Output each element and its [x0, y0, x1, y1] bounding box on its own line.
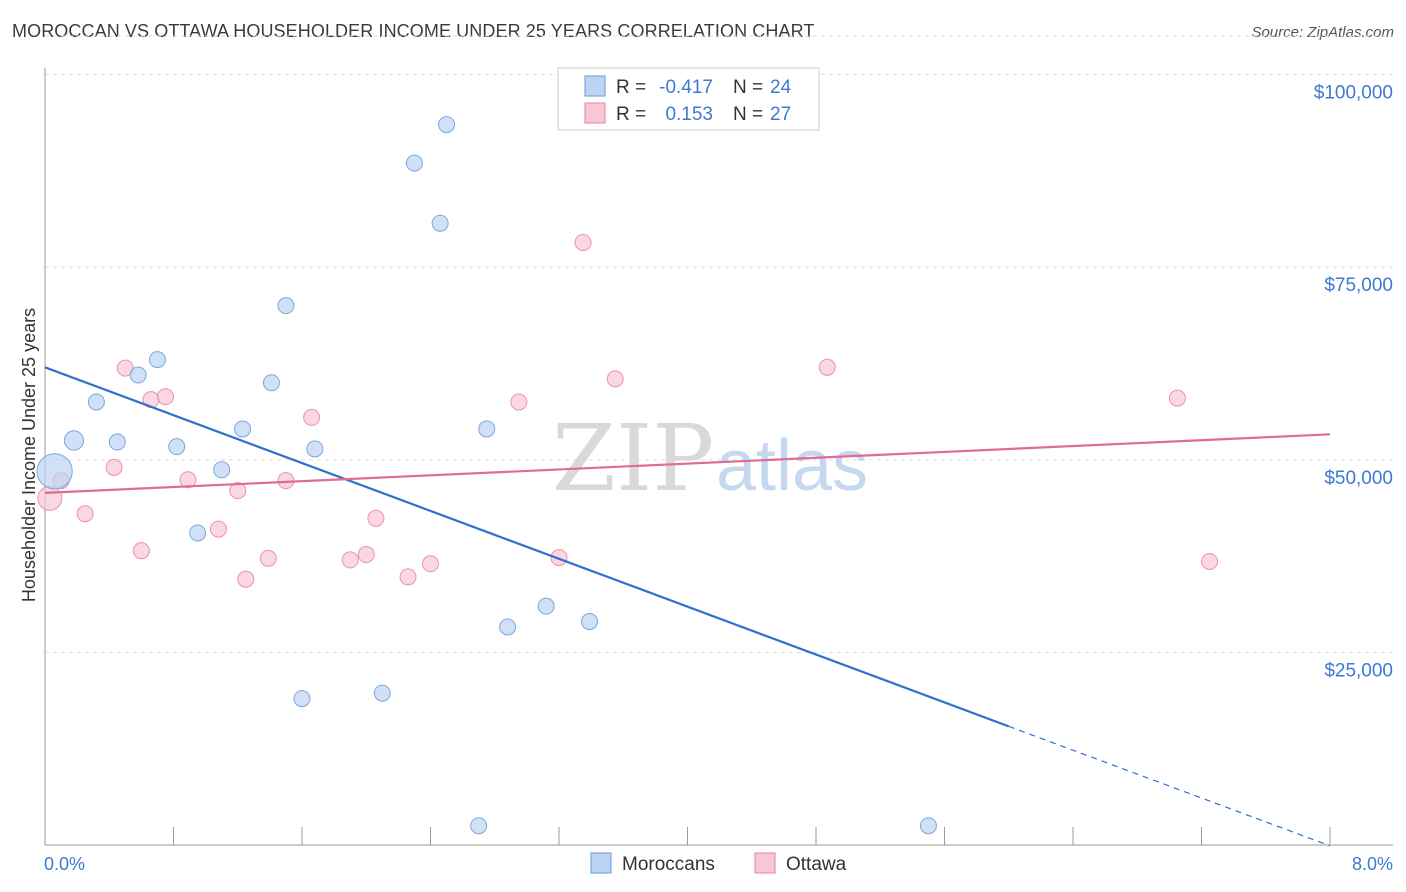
data-point [209, 520, 227, 538]
x-tick-label-start: 0.0% [44, 854, 85, 874]
trend-lines [44, 366, 1331, 847]
data-point [510, 393, 528, 411]
data-point [148, 351, 166, 369]
data-point [262, 374, 280, 392]
moroccans-points [36, 116, 937, 835]
stats-legend-swatch-moroccans [584, 75, 606, 97]
series-legend-label-moroccans: Moroccans [622, 854, 715, 875]
data-point [499, 618, 517, 636]
data-point [132, 542, 150, 560]
data-point [606, 370, 624, 388]
data-point [303, 408, 321, 426]
data-point [574, 233, 592, 251]
stats-r-label-2: R = [616, 104, 646, 125]
data-point [129, 366, 147, 384]
data-point [237, 570, 255, 588]
data-point [277, 297, 295, 315]
data-point [341, 551, 359, 569]
y-axis-label: Householder Income Under 25 years [19, 308, 39, 602]
data-point [179, 471, 197, 489]
data-point [537, 597, 555, 615]
stats-n-label-2: N = [733, 104, 763, 125]
data-point [63, 430, 85, 451]
data-point [405, 154, 423, 172]
y-tick-label: $25,000 [1324, 660, 1393, 681]
data-point [818, 358, 836, 376]
stats-r-value-2: 0.153 [665, 104, 713, 125]
data-point [306, 440, 324, 458]
x-tick-label-end: 8.0% [1352, 854, 1393, 874]
data-point [213, 461, 231, 479]
data-point [87, 393, 105, 411]
moroccans-trend-line [44, 366, 1010, 728]
series-legend-label-ottawa: Ottawa [786, 854, 847, 875]
data-point [919, 817, 937, 835]
data-point [422, 555, 439, 573]
data-point [234, 420, 252, 438]
y-tick-label: $100,000 [1314, 83, 1393, 104]
y-tick-label: $75,000 [1324, 275, 1393, 296]
watermark-atlas: atlas [716, 426, 868, 506]
series-legend-swatch-moroccans [590, 852, 612, 874]
data-point [189, 524, 207, 542]
data-point [581, 613, 599, 631]
data-point [76, 505, 94, 523]
stats-n-value-1: 24 [770, 77, 792, 98]
data-point [438, 116, 456, 134]
gridlines [45, 35, 1393, 653]
data-point [293, 690, 311, 708]
x-ticks [44, 827, 1331, 845]
data-point [156, 388, 174, 406]
data-point [108, 433, 126, 451]
y-tick-labels: $25,000 $50,000 $75,000 $100,000 [1314, 83, 1393, 682]
data-point [105, 458, 123, 476]
data-point [373, 684, 391, 702]
y-tick-label: $50,000 [1324, 468, 1393, 489]
stats-r-value-1: -0.417 [659, 77, 713, 98]
data-point [37, 485, 63, 511]
data-point [259, 549, 277, 567]
data-point [470, 817, 488, 835]
data-point [36, 453, 73, 490]
stats-legend: R = -0.417 N = 24 R = 0.153 N = 27 [557, 67, 820, 131]
stats-n-label-1: N = [733, 77, 763, 98]
data-point [478, 420, 496, 438]
data-point [1201, 552, 1219, 570]
data-point [1168, 389, 1186, 407]
source-credit: Source: ZipAtlas.com [1251, 24, 1394, 41]
data-point [168, 438, 186, 456]
moroccans-trend-extension [1008, 725, 1331, 847]
data-point [431, 214, 449, 232]
stats-legend-swatch-ottawa [584, 102, 606, 124]
watermark: ZIP atlas [552, 405, 868, 512]
series-legend-swatch-ottawa [754, 852, 776, 874]
data-point [550, 549, 568, 567]
data-point [399, 568, 417, 586]
stats-n-value-2: 27 [770, 104, 791, 125]
ottawa-trend-line [44, 433, 1331, 494]
data-point [229, 482, 247, 500]
data-point [357, 546, 375, 564]
data-point [367, 509, 385, 527]
watermark-zip: ZIP [552, 405, 714, 512]
stats-r-label-1: R = [616, 77, 646, 98]
series-legend: Moroccans Ottawa [590, 852, 847, 875]
